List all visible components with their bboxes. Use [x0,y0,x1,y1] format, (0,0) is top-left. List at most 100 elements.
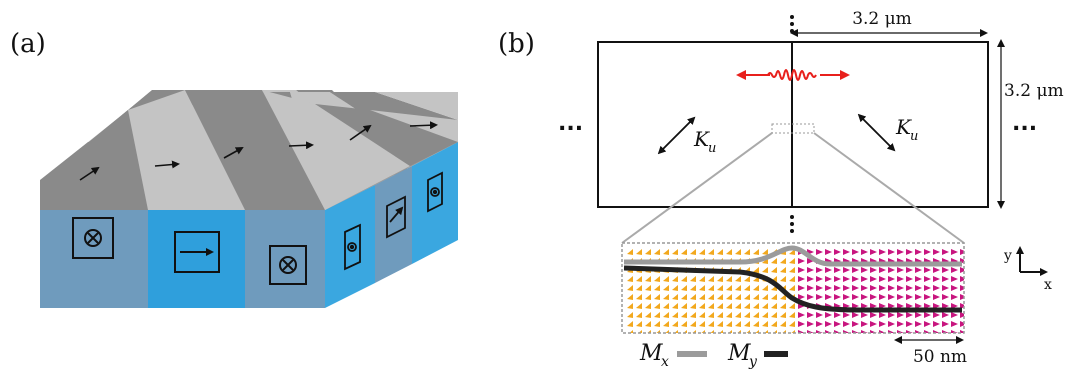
cross-line-1b [87,232,99,244]
inset-arrow-magenta [861,330,868,333]
top-arrow-6 [409,121,438,130]
coordinate-axes: y x [1003,246,1052,293]
inset-arrow-magenta [924,285,931,291]
scale-label: 50 nm [913,347,967,367]
inset-arrow-orange [636,285,642,291]
inset-arrow-orange [771,303,777,309]
ku-right-main: K [895,115,912,139]
inset-legend: M x M y [639,341,788,370]
inset-arrow-orange [789,312,795,318]
inset-arrow-magenta [807,285,814,291]
inset-arrow-magenta [816,294,823,300]
inset-arrow-orange [762,321,768,327]
wave-icon [767,69,817,81]
inset-arrow-magenta [942,249,949,255]
inset-arrow-orange [744,321,750,327]
inset-panel [621,242,965,334]
inset-arrow-magenta [816,285,823,291]
inset-arrow-orange [762,249,768,255]
inset-arrow-orange [645,285,651,291]
right-box-3 [427,171,443,213]
inset-arrow-magenta [834,249,841,255]
circle-dot-icon-2 [430,187,440,197]
inset-arrow-magenta [942,276,949,282]
inset-arrow-orange [717,285,723,291]
inset-arrow-magenta [879,321,886,327]
vertical-ellipsis-bottom [790,215,794,233]
inset-arrow-magenta [861,285,868,291]
inset-arrow-magenta [816,330,823,333]
inset-arrow-magenta [798,267,805,273]
inset-arrow-magenta [870,276,877,282]
top-light-2 [262,90,410,210]
inset-arrow-magenta [843,312,850,318]
inset-arrow-orange [735,294,741,300]
inset-arrow-orange [645,321,651,327]
inset-arrow-field [622,243,964,333]
inset-arrow-magenta [807,321,814,327]
legend-mx-sub: x [661,354,669,370]
inset-arrow-magenta [879,285,886,291]
inset-arrow-orange [744,294,750,300]
inset-arrow-orange [699,249,705,255]
inset-arrow-orange [780,312,786,318]
inset-arrow-orange [654,276,660,282]
inset-arrow-orange [735,321,741,327]
inset-arrow-orange [744,312,750,318]
inset-arrow-orange [708,303,714,309]
inset-arrow-orange [663,249,669,255]
ku-left-main: K [693,127,710,151]
inset-arrow-magenta [843,249,850,255]
front-block-3 [245,210,325,308]
inset-arrow-magenta [906,321,913,327]
inset-arrow-magenta [825,267,832,273]
inset-arrow-orange [699,276,705,282]
inset-arrow-magenta [942,321,949,327]
arrow-right-box-icon-2 [389,206,404,223]
inset-arrow-magenta [852,312,859,318]
inset-arrow-orange [744,276,750,282]
zoom-box [771,123,815,134]
inset-arrow-orange [627,249,633,255]
inset-arrow-orange [726,303,732,309]
inset-arrow-magenta [807,294,814,300]
front-box-3 [269,245,307,285]
inset-arrow-orange [663,276,669,282]
inset-arrow-magenta [870,321,877,327]
inset-arrow-magenta [951,267,958,273]
right-block-3 [412,142,458,264]
inset-arrow-orange [789,321,795,327]
inset-arrow-magenta [852,285,859,291]
ku-right-sub: u [910,129,918,144]
inset-arrow-magenta [861,294,868,300]
inset-arrow-magenta [834,285,841,291]
inset-arrow-orange [726,321,732,327]
legend-my-sub: y [748,354,758,370]
inset-arrow-magenta [906,312,913,318]
legend-my-main: M [727,341,751,366]
vdot-b2 [790,222,794,226]
inset-arrow-magenta [798,294,805,300]
top-arrow-4 [288,141,314,150]
inset-arrow-magenta [960,249,964,255]
inset-arrow-magenta [906,276,913,282]
inset-arrow-magenta [843,267,850,273]
inset-arrow-magenta [825,321,832,327]
circle-cross-icon-2 [279,256,297,274]
inset-arrow-magenta [924,294,931,300]
inset-arrow-magenta [960,312,964,318]
inset-arrow-orange [636,276,642,282]
inset-arrow-magenta [870,267,877,273]
inset-arrow-orange [771,312,777,318]
inset-arrow-orange [681,285,687,291]
inset-arrow-orange [645,294,651,300]
inset-arrow-orange [699,312,705,318]
ku-arrow-right [857,113,896,152]
inset-arrow-magenta [834,312,841,318]
inset-arrow-magenta [861,249,868,255]
circle-dot-icon [347,242,357,252]
inset-arrow-magenta [870,294,877,300]
height-label: 3.2 μm [1004,81,1064,101]
inset-arrow-magenta [852,276,859,282]
inset-arrow-orange [708,276,714,282]
